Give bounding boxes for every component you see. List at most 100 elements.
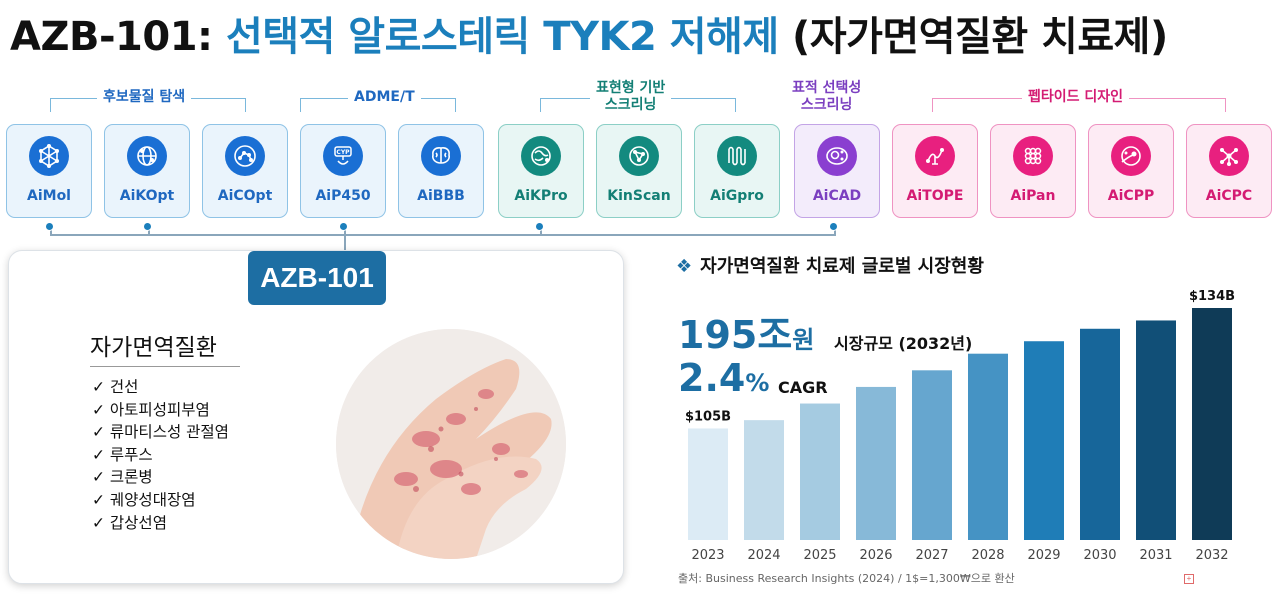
disease-list: ✓ 건선 ✓ 아토피성피부염 ✓ 류마티스성 관절염 ✓ 루푸스 ✓ 크론병 ✓… [92,376,229,534]
group-label-peptide: 펩타이드 디자인 [1022,89,1130,106]
bar-2029 [1024,341,1064,540]
x-tick-label: 2028 [971,548,1004,563]
orbit-molecule-icon [225,136,265,176]
tool-label: AiP450 [315,188,371,204]
protein-binding-icon [521,136,561,176]
cagr-value: 2.4% [678,356,769,400]
cagr-unit: % [745,369,770,397]
tool-label: AiCPC [1205,188,1253,204]
tool-card-aicpp[interactable]: AiCPP [1088,124,1174,218]
tool-card-aikpro[interactable]: AiKPro [498,124,584,218]
tool-label: AiCPP [1107,188,1155,204]
kinase-network-icon [619,136,659,176]
connector-dot [339,222,348,231]
market-heading: ❖ 자가면역질환 치료제 글로벌 시장현황 [676,252,984,278]
disease-divider [90,366,240,367]
tool-label: AiGpro [710,188,764,204]
bar-2024 [744,420,784,540]
page-title: AZB-101: 선택적 알로스테릭 TYK2 저해제 (자가면역질환 치료제) [10,4,1168,62]
disease-item: ✓ 갑상선염 [92,513,167,532]
source-note: 출처: Business Research Insights (2024) / … [678,572,1015,585]
cagr-label: CAGR [778,378,828,397]
x-tick-label: 2032 [1195,548,1228,563]
bar-2032 [1192,308,1232,540]
tool-label: KinScan [607,188,671,204]
tool-label: AiCOpt [217,188,273,204]
tool-card-aibbb[interactable]: AiBBB [398,124,484,218]
disease-title: 자가면역질환 [90,335,217,361]
peptide-conjugate-icon [1209,136,1249,176]
connector-dot [45,222,54,231]
group-label-discovery: 후보물질 탐색 [97,89,192,106]
disease-item: ✓ 아토피성피부염 [92,400,210,419]
tool-label: AiCAD [812,188,862,204]
connector-line [50,234,836,236]
x-tick-label: 2027 [915,548,948,563]
tool-card-aimol[interactable]: AiMol [6,124,92,218]
market-size-label: 시장규모 (2032년) [834,334,973,353]
bar-value-label: $105B [685,409,731,424]
x-tick-label: 2023 [691,548,724,563]
x-tick-label: 2026 [859,548,892,563]
market-size-value: 195조원 [678,304,814,359]
cagr-number: 2.4 [678,356,746,400]
diamond-bullet-icon: ❖ [676,256,693,277]
market-heading-text: 자가면역질환 치료제 글로벌 시장현황 [700,256,984,277]
peptide-array-icon [1013,136,1053,176]
connector-dot [535,222,544,231]
disease-item: ✓ 루푸스 [92,445,153,464]
disease-item: ✓ 크론병 [92,468,153,487]
skin-condition-hands-image [336,329,566,559]
tool-card-aicopt[interactable]: AiCOpt [202,124,288,218]
expand-icon: + [1184,574,1194,584]
tool-card-aicad[interactable]: AiCAD [794,124,880,218]
group-label-phenotype: 표현형 기반 스크리닝 [590,80,672,114]
tool-label: AiPan [1010,188,1056,204]
tool-label: AiKPro [514,188,568,204]
bar-2025 [800,403,840,540]
bar-2027 [912,370,952,540]
bar-2026 [856,386,896,540]
x-tick-label: 2024 [747,548,780,563]
tool-card-aitope[interactable]: AiTOPE [892,124,978,218]
tool-card-kinscan[interactable]: KinScan [596,124,682,218]
title-prefix: AZB-101: [10,14,226,60]
tool-label: AiBBB [417,188,465,204]
market-size-unit: 원 [792,326,815,354]
tool-card-aikopt[interactable]: AiKOpt [104,124,190,218]
x-tick-label: 2031 [1139,548,1172,563]
cell-target-icon [817,136,857,176]
cyp-enzyme-icon: CYP [323,136,363,176]
globe-molecule-icon [127,136,167,176]
bar-2028 [968,353,1008,540]
x-tick-label: 2025 [803,548,836,563]
bar-2031 [1136,320,1176,540]
title-suffix: (자가면역질환 치료제) [778,14,1168,60]
molecule-network-icon [29,136,69,176]
tool-label: AiTOPE [906,188,964,204]
tool-label: AiMol [27,188,71,204]
tool-card-aigpro[interactable]: AiGpro [694,124,780,218]
svg-text:CYP: CYP [336,149,350,156]
cell-penetrating-icon [1111,136,1151,176]
gpcr-icon [717,136,757,176]
x-tick-label: 2030 [1083,548,1116,563]
bar-2030 [1080,328,1120,540]
tool-card-aipan[interactable]: AiPan [990,124,1076,218]
market-bar-chart: 2023 $105B 2024 2025 2026 2027 2028 2029 2030 203… [685,290,1235,563]
title-main: 선택적 알로스테릭 TYK2 저해제 [225,14,779,60]
connector-line [344,226,346,250]
azb-101-badge: AZB-101 [248,251,386,305]
connector-dot [143,222,152,231]
x-tick-label: 2029 [1027,548,1060,563]
group-label-selectivity: 표적 선택성 스크리닝 [786,80,868,114]
tool-card-aip450[interactable]: CYP AiP450 [300,124,386,218]
tool-card-aicpc[interactable]: AiCPC [1186,124,1272,218]
disease-item: ✓ 궤양성대장염 [92,490,196,509]
tool-label: AiKOpt [119,188,175,204]
group-label-admet: ADME/T [348,89,421,106]
disease-item: ✓ 건선 [92,378,139,396]
market-size-number: 195조 [678,313,793,357]
bar-2023 [688,428,728,540]
connector-dot [829,222,838,231]
